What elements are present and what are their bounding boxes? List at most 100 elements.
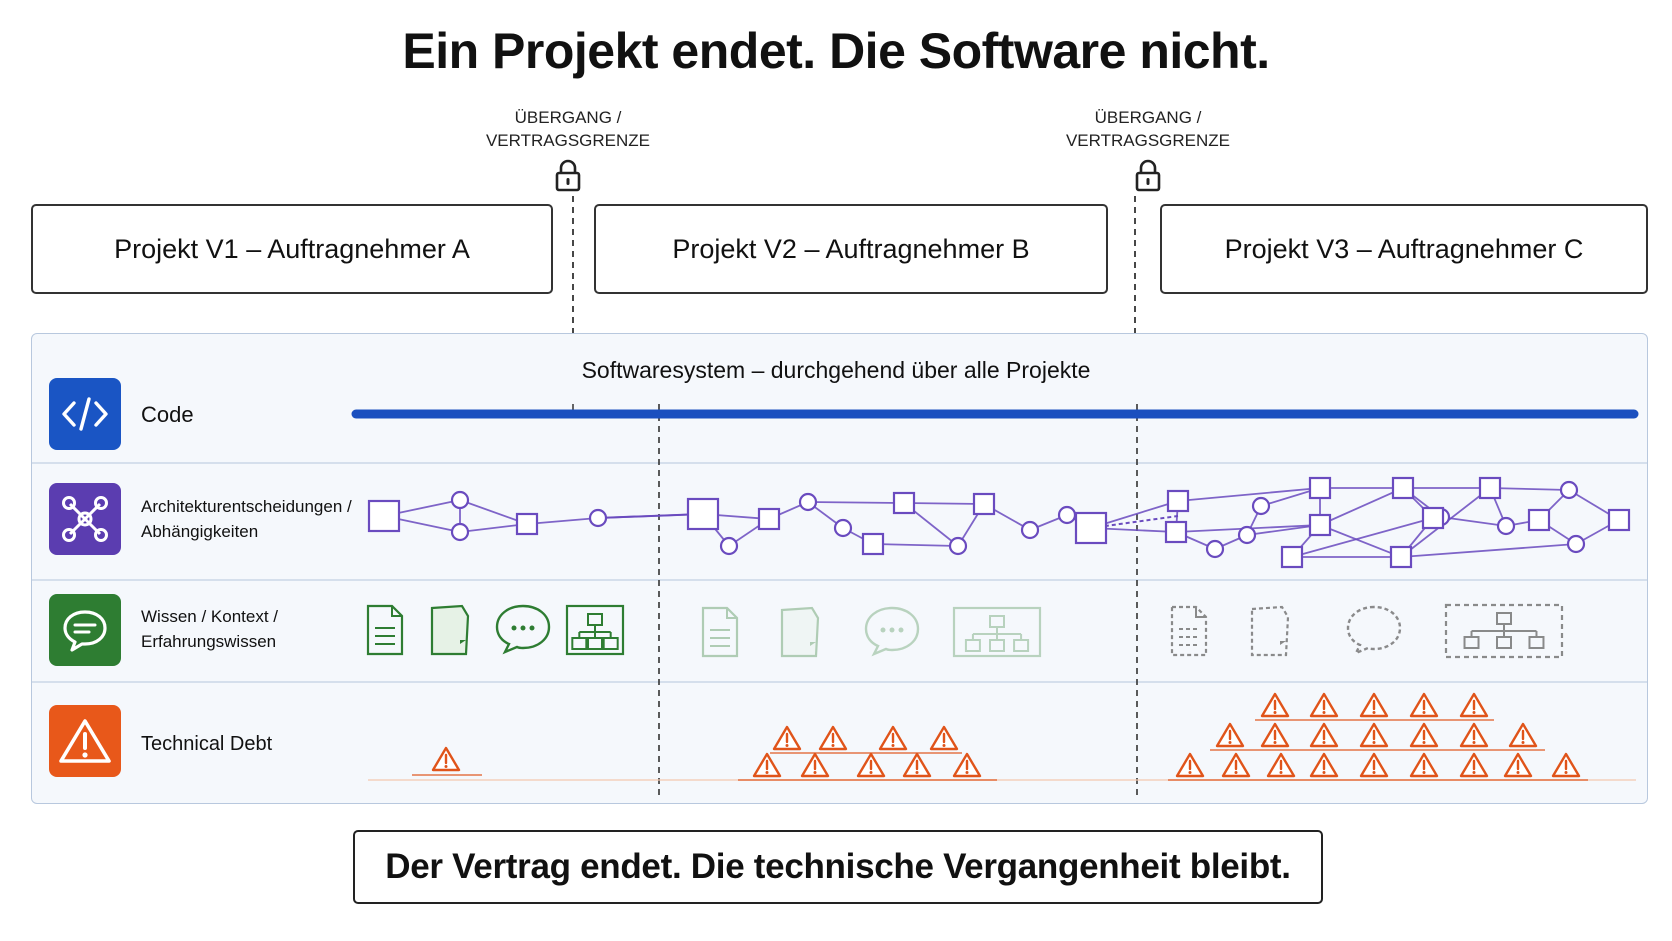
footer-statement: Der Vertrag endet. Die technische Vergan… [353, 830, 1323, 904]
decision-node [450, 490, 470, 510]
chat-icon [49, 594, 121, 666]
warning-icon [1503, 752, 1533, 778]
warning-icon [1309, 692, 1339, 718]
dependency-edge [872, 543, 959, 547]
note-icon [1250, 605, 1290, 657]
warning-icon [1409, 692, 1439, 718]
module-node [1389, 545, 1413, 569]
warning-icon [772, 725, 802, 751]
warning-icon [1266, 752, 1296, 778]
dependency-edge [459, 523, 528, 533]
module-node [1308, 476, 1332, 500]
warning-icon [1359, 752, 1389, 778]
decision-node [833, 518, 853, 538]
dependency-edge [1489, 487, 1570, 491]
speech-bubble-icon [1346, 605, 1402, 656]
project-box-v3: Projekt V3 – Auftragnehmer C [1160, 204, 1648, 294]
dependency-edge [597, 513, 704, 519]
project-label: Projekt V3 – Auftragnehmer C [1224, 233, 1584, 264]
warning-icon [1409, 752, 1439, 778]
warning-icon [952, 752, 982, 778]
system-label: Softwaresystem – durchgehend über alle P… [581, 357, 1091, 383]
code-icon [49, 378, 121, 450]
decision-node [1020, 520, 1040, 540]
dependency-edge [1319, 487, 1404, 526]
decision-node [1237, 525, 1257, 545]
project-box-v2: Projekt V2 – Auftragnehmer B [594, 204, 1108, 294]
module-node [1280, 545, 1304, 569]
module-node [1308, 513, 1332, 537]
boundary-label-1: ÜBERGANG / VERTRAGSGRENZE [468, 106, 668, 192]
module-node [1478, 476, 1502, 500]
dependency-edge [1319, 524, 1402, 558]
module-node [1607, 508, 1631, 532]
module-node [1421, 506, 1445, 530]
decision-node [588, 508, 608, 528]
document-icon [366, 604, 404, 656]
warning-icon [818, 725, 848, 751]
warning-icon [929, 725, 959, 751]
document-icon [701, 606, 739, 658]
note-icon [430, 604, 470, 656]
warning-icon [1309, 722, 1339, 748]
row-label-code: Code [141, 402, 194, 427]
warning-icon [1459, 752, 1489, 778]
decision-node [1559, 480, 1579, 500]
module-node [515, 512, 539, 536]
module-node [367, 499, 401, 533]
org-chart-icon [1444, 603, 1564, 659]
dependency-edge [1177, 487, 1321, 502]
module-node [686, 497, 720, 531]
speech-bubble-icon [495, 604, 551, 655]
row-divider [32, 579, 1647, 581]
warning-icon [800, 752, 830, 778]
module-node [972, 492, 996, 516]
dependency-edge [459, 499, 528, 525]
boundary-line1: ÜBERGANG / [514, 108, 622, 127]
module-node [1164, 520, 1188, 544]
warning-icon [878, 725, 908, 751]
decision-node [719, 536, 739, 556]
warning-icon [1359, 692, 1389, 718]
dependency-edge [1400, 543, 1577, 558]
project-label: Projekt V2 – Auftragnehmer B [672, 233, 1030, 264]
decision-node [948, 536, 968, 556]
warning-icon [1551, 752, 1581, 778]
decision-node [1251, 496, 1271, 516]
note-icon [780, 606, 820, 658]
warning-icon [1221, 752, 1251, 778]
project-box-v1: Projekt V1 – Auftragnehmer A [31, 204, 553, 294]
lock-icon [555, 159, 581, 192]
warning-icon [1260, 722, 1290, 748]
module-node [861, 532, 885, 556]
warning-icon [1309, 752, 1339, 778]
row-divider [32, 462, 1647, 464]
dependency-edge [1440, 516, 1507, 527]
dependency-edge [526, 517, 599, 525]
dependency-edge [807, 501, 905, 504]
module-node [1391, 476, 1415, 500]
warning-icon [1409, 722, 1439, 748]
boundary-line2: VERTRAGSGRENZE [1065, 131, 1231, 150]
decision-node [1205, 539, 1225, 559]
decision-node [450, 522, 470, 542]
decision-node [798, 492, 818, 512]
org-chart-icon [565, 604, 625, 656]
footer-text: Der Vertrag endet. Die technische Vergan… [385, 847, 1291, 886]
warning-icon [1459, 692, 1489, 718]
dependency-edge [1291, 517, 1434, 558]
warning-icon [431, 746, 461, 772]
lock-icon [1135, 159, 1161, 192]
warning-icon [1175, 752, 1205, 778]
warning-icon [1260, 692, 1290, 718]
module-node [1074, 511, 1108, 545]
page-title: Ein Projekt endet. Die Software nicht. [402, 23, 1270, 79]
dependency-edge [1246, 524, 1321, 536]
dependency-edge [903, 502, 985, 505]
org-chart-icon [952, 606, 1042, 658]
module-node [1166, 489, 1190, 513]
row-label-debt: Technical Debt [141, 733, 273, 755]
decision-node [1496, 516, 1516, 536]
boundary-line2: VERTRAGSGRENZE [485, 131, 651, 150]
